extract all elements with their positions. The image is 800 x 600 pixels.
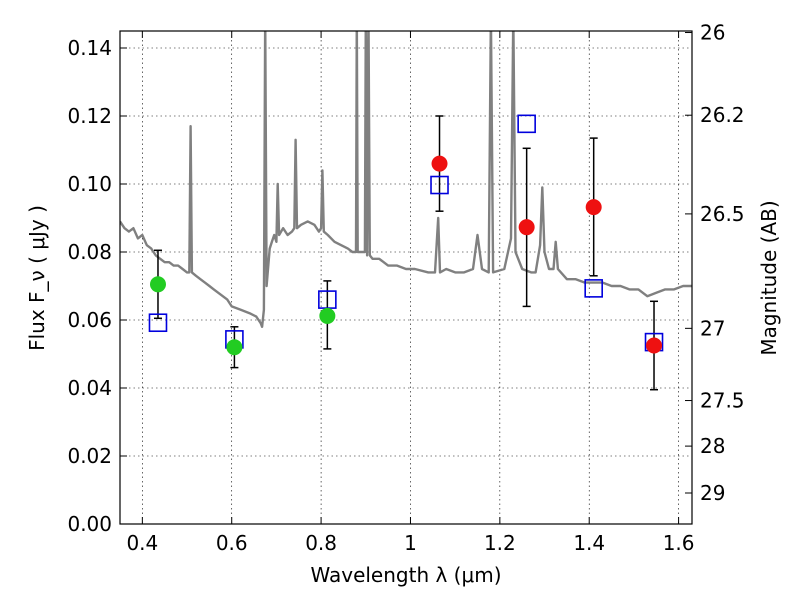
y-tick-label: 0.04 (67, 376, 112, 400)
x-tick-label: 1 (404, 531, 417, 555)
model-square-marker (148, 313, 168, 333)
y-tick-label: 0.12 (67, 104, 112, 128)
x-tick-label: 1.2 (484, 531, 516, 555)
right-tick-label: 26 (700, 21, 725, 45)
red-circle-marker (646, 337, 663, 354)
red-circle-marker (585, 199, 602, 216)
y-tick-label: 0.00 (67, 512, 112, 536)
y-tick-label: 0.14 (67, 36, 112, 60)
right-tick-label: 27 (700, 316, 725, 340)
model-square-marker (517, 114, 536, 134)
x-tick-label: 0.6 (216, 531, 248, 555)
x-tick-label: 0.4 (126, 531, 158, 555)
x-axis-label: Wavelength λ (μm) (310, 563, 501, 587)
x-tick-label: 0.8 (305, 531, 337, 555)
y-axis-right-label: Magnitude (AB) (757, 200, 781, 355)
y-tick-label: 0.06 (67, 308, 112, 332)
red-circle-marker (431, 155, 448, 172)
y-tick-label: 0.08 (67, 240, 112, 264)
green-circle-marker (319, 307, 336, 324)
right-tick-label: 26.5 (700, 202, 745, 226)
model-square-marker (430, 175, 449, 195)
model-spectrum-line (120, 31, 692, 328)
right-tick-label: 29 (700, 481, 725, 505)
green-circle-marker (149, 276, 166, 293)
data-markers (148, 114, 664, 356)
x-tick-label: 1.6 (663, 531, 695, 555)
right-tick-label: 26.2 (700, 103, 745, 127)
right-tick-label: 28 (700, 434, 725, 458)
right-tick-label: 27.5 (700, 389, 745, 413)
y-tick-label: 0.02 (67, 444, 112, 468)
model-square-marker (584, 279, 603, 298)
y-axis-label: Flux F_ν ( μJy ) (25, 205, 49, 351)
grid (120, 31, 692, 525)
plot-frame (119, 30, 693, 525)
axis-ticks: 0.4 0.6 0.8 1 1.2 1.4 1.6 0.00 0.02 0.04 0.06 0.08 0… (67, 21, 744, 555)
green-circle-marker (226, 339, 243, 356)
y-tick-label: 0.10 (67, 172, 112, 196)
red-circle-marker (518, 219, 535, 236)
x-tick-label: 1.4 (573, 531, 605, 555)
model-spectrum (120, 31, 692, 328)
